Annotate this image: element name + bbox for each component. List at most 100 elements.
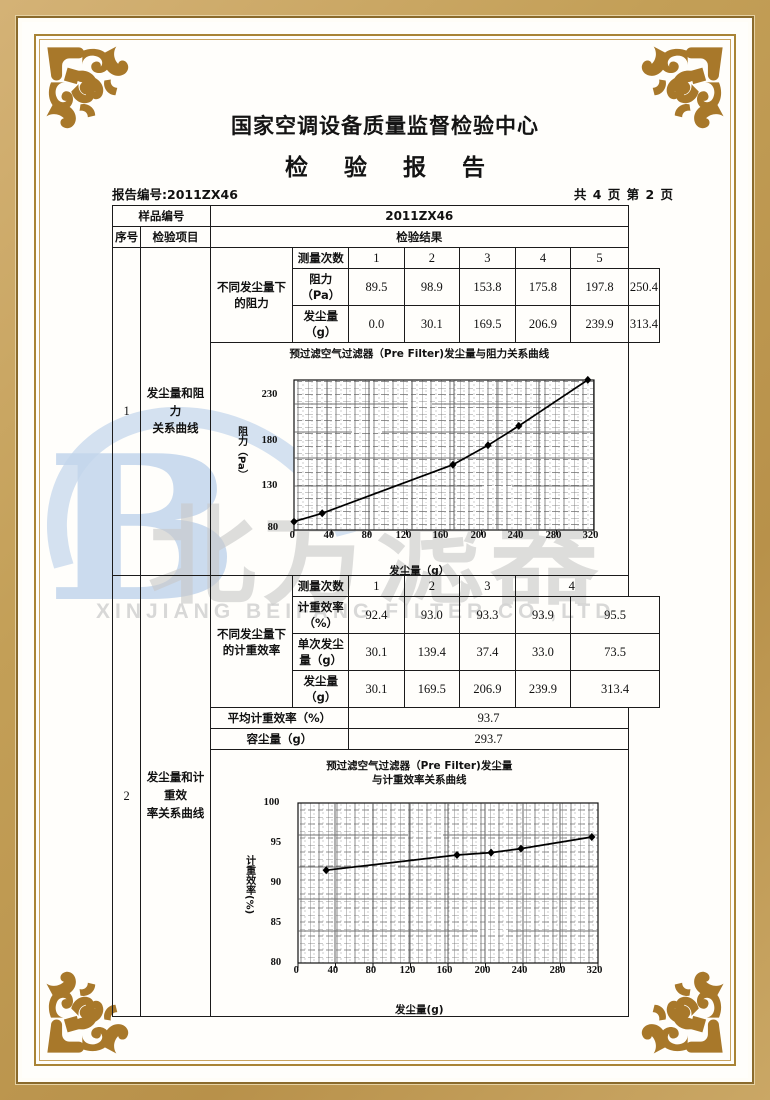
row2-r1-v4: 73.5: [570, 633, 660, 671]
row2-seq: 2: [111, 575, 142, 1017]
chart-resistance-xtick-280: 280: [545, 529, 562, 541]
frame-inner-border: [34, 34, 736, 1066]
chart-resistance-xtick-0: 0: [289, 529, 295, 541]
row1-subitem-l1: 不同发尘量下: [217, 280, 287, 294]
row2-r1-v3: 33.0: [514, 633, 572, 671]
row1-r0-label: 阻力（Pa）: [292, 268, 350, 306]
row1-r1-label: 发尘量（g）: [292, 305, 350, 343]
row1-r1-v0: 0.0: [348, 305, 405, 343]
chart-efficiency-xtick-320: 320: [586, 965, 603, 977]
corner-ornament-bottom-left: [40, 968, 132, 1060]
inspection-report-table: 样品编号 2011ZX46 序号 检验项目 检验结果 1 发尘量和阻力 关系曲线…: [111, 205, 661, 1017]
chart-efficiency-xtick-160: 160: [436, 965, 453, 977]
sample-label: 样品编号: [112, 205, 211, 227]
row1-r1-v4: 239.9: [570, 305, 629, 343]
row2-r2-v0: 30.1: [348, 670, 405, 708]
table-row-1-measure: 1 发尘量和阻力 关系曲线 不同发尘量下 的阻力 测量次数 1 2 3 4 5: [111, 247, 660, 576]
corner-ornament-bottom-right: [638, 968, 730, 1060]
row2-r1-v0: 30.1: [348, 633, 405, 671]
chart-efficiency-xlabel: 发尘量(g): [394, 1004, 444, 1017]
chart-resistance-xtick-120: 120: [395, 529, 412, 541]
chart-efficiency-xtick-240: 240: [511, 965, 528, 977]
page-title: 国家空调设备质量监督检验中心: [231, 114, 539, 138]
row1-r0-v0: 89.5: [348, 268, 405, 306]
col-header-result: 检验结果: [209, 226, 629, 248]
row2-hdr-3: 3: [459, 575, 516, 597]
chart-resistance-title: 预过滤空气过滤器（Pre Filter)发尘量与阻力关系曲线: [289, 348, 550, 360]
row2-r2-v3: 239.9: [514, 670, 572, 708]
chart-efficiency-markers: [322, 833, 596, 875]
report-number: 报告编号:2011ZX46: [112, 187, 238, 202]
chart-efficiency-ytick-80: 80: [270, 957, 282, 969]
table-row-resistance: 阻力（Pa） 89.5 98.9 153.8 175.8 197.8 250.4: [113, 268, 661, 306]
col-header-seq: 序号: [111, 226, 142, 248]
table-row-dust-2: 发尘量（g） 30.1 169.5 206.9 239.9 313.4: [113, 670, 660, 708]
row2-sum0-value: 93.7: [348, 707, 629, 729]
sample-value: 2011ZX46: [209, 205, 629, 227]
row1-seq: 1: [111, 247, 142, 576]
chart-efficiency-title-line1: 预过滤空气过滤器（Pre Filter)发尘量: [326, 760, 513, 772]
chart-efficiency-title: 预过滤空气过滤器（Pre Filter)发尘量 与计重效率关系曲线: [212, 752, 627, 787]
table-row-dust-capacity: 容尘量（g） 293.7: [113, 728, 660, 750]
row2-subitem: 不同发尘量下 的计重效率: [209, 575, 294, 708]
row1-subitem: 不同发尘量下 的阻力: [209, 247, 294, 343]
row2-r2-v2: 206.9: [459, 670, 516, 708]
chart-resistance-ytick-230: 230: [261, 388, 278, 400]
row2-hdr-2: 2: [403, 575, 461, 597]
table-row-sample: 样品编号 2011ZX46: [112, 205, 660, 227]
chart-efficiency-svg: [297, 802, 599, 969]
table-row-avg-efficiency: 平均计重效率（%） 93.7: [113, 707, 660, 729]
chart-resistance-series: [293, 378, 588, 523]
row1-item-l2: 关系曲线: [152, 421, 199, 436]
chart-resistance-xtick-320: 320: [582, 529, 599, 541]
row2-r1-label: 单次发尘量（g）: [292, 633, 350, 671]
row2-r2-label: 发尘量（g）: [292, 670, 350, 708]
row1-hdr-4: 4: [514, 247, 572, 269]
chart-efficiency-ytick-90: 90: [270, 877, 282, 889]
chart-efficiency-xtick-200: 200: [474, 965, 491, 977]
row1-item-l1: 发尘量和阻力: [146, 385, 205, 418]
row2-sum1-label: 容尘量（g）: [209, 728, 350, 750]
row1-r1-v5: 313.4: [627, 305, 661, 343]
chart-resistance-xtick-40: 40: [323, 529, 335, 541]
row2-sum0-label: 平均计重效率（%）: [209, 707, 350, 729]
row1-hdr-3: 3: [459, 247, 516, 269]
chart-resistance-xlabel: 发尘量（g）: [389, 564, 450, 577]
chart-efficiency-xtick-280: 280: [549, 965, 566, 977]
row1-r1-v2: 169.5: [459, 305, 516, 343]
table-row-header: 序号 检验项目 检验结果: [111, 226, 660, 248]
row1-subitem-l2: 的阻力: [234, 296, 269, 310]
page-number: 共 4 页 第 2 页: [573, 187, 674, 202]
row1-r0-v1: 98.9: [403, 268, 461, 306]
row1-r0-v5: 250.4: [627, 268, 661, 306]
row1-hdr-2: 2: [403, 247, 461, 269]
row2-r0-v1: 93.0: [403, 596, 461, 634]
row2-item: 发尘量和计重效 率关系曲线: [140, 575, 211, 1017]
chart-resistance-xtick-200: 200: [470, 529, 487, 541]
row2-sum1-value: 293.7: [348, 728, 629, 750]
chart-resistance-ytick-130: 130: [261, 479, 278, 491]
table-row-single-dust: 单次发尘量（g） 30.1 139.4 37.4 33.0 73.5: [113, 633, 660, 671]
chart-efficiency-ytick-95: 95: [270, 837, 282, 849]
row2-r0-label: 计重效率（%）: [292, 596, 350, 634]
frame-inner-border-thin: [39, 39, 731, 1061]
chart-efficiency-ytick-100: 100: [263, 797, 280, 809]
corner-ornament-top-left: [40, 40, 132, 132]
row1-hdr-5: 5: [570, 247, 629, 269]
table-row-dust-1: 发尘量（g） 0.0 30.1 169.5 206.9 239.9 313.4: [113, 305, 661, 343]
row2-r1-v1: 139.4: [403, 633, 461, 671]
row1-hdr-0: 测量次数: [292, 247, 350, 269]
chart-resistance: 预过滤空气过滤器（Pre Filter)发尘量与阻力关系曲线 阻力（Pa） 23…: [212, 345, 627, 577]
page-subtitle: 检 验 报 告: [284, 155, 500, 181]
row2-r0-v0: 92.4: [348, 596, 405, 634]
chart-efficiency-ytick-85: 85: [270, 917, 282, 929]
chart-cell-resistance: 预过滤空气过滤器（Pre Filter)发尘量与阻力关系曲线 阻力（Pa） 23…: [209, 342, 629, 577]
row1-r0-v4: 197.8: [570, 268, 629, 306]
chart-resistance-xtick-80: 80: [361, 529, 373, 541]
row2-hdr-1: 1: [348, 575, 405, 597]
chart-resistance-ytick-80: 80: [267, 521, 279, 533]
table-row-2-measure: 2 发尘量和计重效 率关系曲线 不同发尘量下 的计重效率 测量次数 1 2 3 …: [111, 575, 660, 1017]
chart-resistance-svg: [290, 375, 595, 535]
row2-hdr-4: 4: [514, 575, 629, 597]
